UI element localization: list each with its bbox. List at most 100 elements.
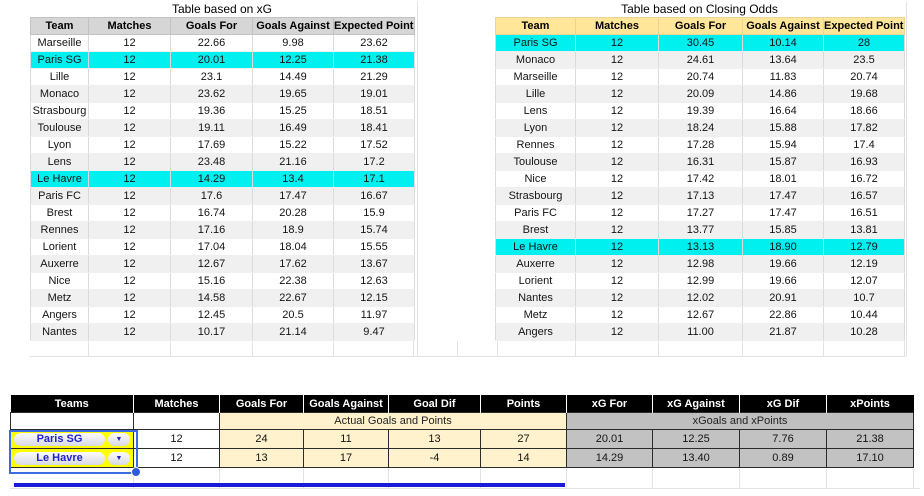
team-cell: Metz	[495, 306, 576, 324]
xg-for-cell: 14.29	[566, 448, 653, 468]
expected-points-cell: 9.47	[333, 323, 415, 341]
team-cell: Strasbourg	[495, 187, 576, 205]
expected-points-cell: 15.9	[333, 204, 415, 222]
expected-points-cell: 18.51	[333, 102, 415, 120]
goals-for-cell: 14.29	[170, 170, 253, 188]
table-row: Strasbourg 12 19.36 15.25 18.51	[30, 102, 415, 120]
goals-against-cell: 19.66	[742, 272, 824, 290]
expected-points-cell: 10.28	[823, 323, 905, 341]
fill-handle-icon[interactable]	[131, 467, 141, 477]
chevron-down-icon[interactable]: ▼	[108, 451, 130, 465]
team-cell: Auxerre	[495, 255, 576, 273]
goals-against-cell: 16.49	[252, 119, 334, 137]
team-cell: Lille	[30, 68, 89, 86]
matches-cell: 12	[575, 136, 659, 154]
matches-cell: 12	[88, 68, 171, 86]
goals-against-cell: 12.25	[252, 51, 334, 69]
expected-points-cell: 12.19	[823, 255, 905, 273]
table-row: Lens 12 23.48 21.16 17.2	[30, 153, 415, 171]
matches-cell: 12	[575, 289, 659, 307]
table-row: Toulouse 12 16.31 15.87 16.93	[495, 153, 905, 171]
goals-against-cell: 21.87	[742, 323, 824, 341]
table-row: Strasbourg 12 17.13 17.47 16.57	[495, 187, 905, 205]
team-cell: Metz	[30, 289, 89, 307]
table-row: Lyon 12 18.24 15.88 17.82	[495, 119, 905, 137]
matches-cell: 12	[88, 102, 171, 120]
goals-for-cell: 16.31	[658, 153, 743, 171]
blank-cell	[10, 412, 134, 430]
expected-points-cell: 13.81	[823, 221, 905, 239]
column-header-teams: Teams	[10, 395, 134, 413]
actual-group-header: Actual Goals and Points	[219, 412, 567, 430]
matches-cell: 12	[575, 170, 659, 188]
team-cell: Lorient	[495, 272, 576, 290]
xg-table-title: Table based on xG	[171, 2, 273, 16]
team-dropdown-cell[interactable]: Le Havre ▼	[10, 448, 134, 468]
table-row: Lorient 12 12.99 19.66 12.07	[495, 272, 905, 290]
matches-cell: 12	[575, 238, 659, 256]
chevron-down-icon[interactable]: ▼	[108, 432, 130, 446]
goals-against-cell: 15.94	[742, 136, 824, 154]
matches-cell: 12	[575, 102, 659, 120]
goals-against-cell: 15.25	[252, 102, 334, 120]
comparison-header-row: Teams Matches Goals For Goals Against Go…	[10, 395, 914, 413]
matches-cell: 12	[133, 448, 220, 468]
xpoints-cell: 17.10	[826, 448, 914, 468]
matches-cell: 12	[575, 119, 659, 137]
goals-for-cell: 20.01	[170, 51, 253, 69]
table-row: Le Havre 12 13.13 18.90 12.79	[495, 238, 905, 256]
goals-against-cell: 17.62	[252, 255, 334, 273]
goals-for-cell: 22.66	[170, 34, 253, 52]
goals-against-cell: 15.85	[742, 221, 824, 239]
table-row: Paris SG ▼ 12 24 11 13 27 20.01 12.25 7.…	[10, 429, 914, 449]
expected-points-cell: 10.7	[823, 289, 905, 307]
expected-points-cell: 12.63	[333, 272, 415, 290]
team-cell: Monaco	[495, 51, 576, 69]
goals-against-cell: 19.66	[742, 255, 824, 273]
column-header-xg-against: xG Against	[652, 395, 740, 413]
goals-against-cell: 18.9	[252, 221, 334, 239]
team-dropdown-cell[interactable]: Paris SG ▼	[10, 429, 134, 449]
expected-points-cell: 17.1	[333, 170, 415, 188]
matches-cell: 12	[575, 306, 659, 324]
expected-points-cell: 16.93	[823, 153, 905, 171]
table-row: Nice 12 15.16 22.38 12.63	[30, 272, 415, 290]
goals-against-cell: 18.01	[742, 170, 824, 188]
goals-against-cell: 17	[303, 448, 389, 468]
team-cell: Nice	[30, 272, 89, 290]
table-row: Angers 12 11.00 21.87 10.28	[495, 323, 905, 341]
team-dropdown-value[interactable]: Le Havre	[14, 451, 105, 465]
table-row: Metz 12 14.58 22.67 12.15	[30, 289, 415, 307]
goals-against-cell: 20.28	[252, 204, 334, 222]
goals-against-cell: 15.22	[252, 136, 334, 154]
table-row: Paris SG 12 30.45 10.14 28	[495, 34, 905, 52]
xg-dif-cell: 7.76	[739, 429, 827, 449]
expected-points-cell: 23.62	[333, 34, 415, 52]
expected-points-cell: 18.41	[333, 119, 415, 137]
matches-cell: 12	[133, 429, 220, 449]
table-row: Paris FC 12 17.27 17.47 16.51	[495, 204, 905, 222]
expected-points-cell: 15.55	[333, 238, 415, 256]
matches-cell: 12	[575, 68, 659, 86]
column-header-goals-for: Goals For	[170, 17, 253, 35]
goals-for-cell: 17.42	[658, 170, 743, 188]
matches-cell: 12	[88, 51, 171, 69]
team-cell: Auxerre	[30, 255, 89, 273]
matches-cell: 12	[575, 51, 659, 69]
table-row: Brest 12 16.74 20.28 15.9	[30, 204, 415, 222]
table-row: Auxerre 12 12.67 17.62 13.67	[30, 255, 415, 273]
matches-cell: 12	[88, 221, 171, 239]
team-cell: Paris FC	[495, 204, 576, 222]
table-row: Nantes 12 12.02 20.91 10.7	[495, 289, 905, 307]
table-row: Marseille 12 20.74 11.83 20.74	[495, 68, 905, 86]
goals-for-cell: 19.36	[170, 102, 253, 120]
team-cell: Toulouse	[495, 153, 576, 171]
column-header-goals-against: Goals Against	[742, 17, 824, 35]
expected-points-cell: 16.72	[823, 170, 905, 188]
team-cell: Lorient	[30, 238, 89, 256]
goals-for-cell: 16.74	[170, 204, 253, 222]
team-dropdown-value[interactable]: Paris SG	[14, 432, 105, 446]
goals-for-cell: 12.99	[658, 272, 743, 290]
goals-for-cell: 17.69	[170, 136, 253, 154]
team-cell: Nantes	[30, 323, 89, 341]
